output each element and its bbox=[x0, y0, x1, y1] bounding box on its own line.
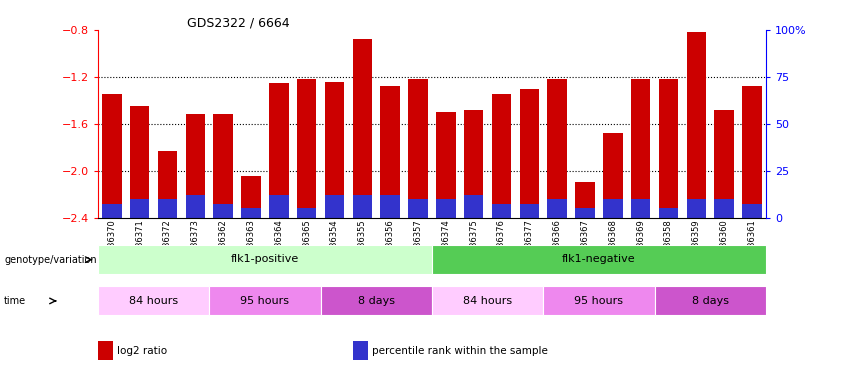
Bar bbox=[102, 204, 122, 218]
Bar bbox=[352, 195, 372, 217]
Bar bbox=[214, 204, 233, 218]
Bar bbox=[575, 208, 595, 218]
Bar bbox=[436, 199, 455, 217]
Bar bbox=[157, 151, 177, 217]
Bar bbox=[380, 86, 400, 218]
Bar bbox=[436, 112, 455, 218]
Bar bbox=[714, 199, 734, 217]
Bar bbox=[209, 286, 321, 315]
Bar bbox=[186, 114, 205, 218]
Bar bbox=[214, 114, 233, 218]
Bar bbox=[547, 199, 567, 217]
Bar bbox=[321, 286, 431, 315]
Bar bbox=[269, 83, 288, 218]
Text: 8 days: 8 days bbox=[357, 296, 395, 306]
Bar bbox=[547, 79, 567, 218]
Bar bbox=[431, 245, 766, 274]
Bar bbox=[659, 208, 678, 218]
Bar bbox=[297, 79, 317, 218]
Text: 84 hours: 84 hours bbox=[463, 296, 512, 306]
Bar bbox=[269, 195, 288, 217]
Bar bbox=[130, 106, 150, 218]
Text: genotype/variation: genotype/variation bbox=[4, 255, 97, 265]
Text: flk1-positive: flk1-positive bbox=[231, 254, 299, 264]
Text: log2 ratio: log2 ratio bbox=[117, 346, 167, 355]
Bar bbox=[492, 94, 511, 218]
Bar bbox=[431, 286, 543, 315]
Bar bbox=[352, 39, 372, 218]
Text: GDS2322 / 6664: GDS2322 / 6664 bbox=[187, 17, 290, 30]
Text: percentile rank within the sample: percentile rank within the sample bbox=[372, 346, 548, 355]
Bar bbox=[325, 82, 344, 218]
Bar bbox=[520, 204, 539, 218]
Bar bbox=[241, 208, 260, 218]
Text: 95 hours: 95 hours bbox=[240, 296, 289, 306]
Text: 8 days: 8 days bbox=[692, 296, 728, 306]
Bar bbox=[659, 79, 678, 218]
Bar bbox=[543, 286, 654, 315]
Bar bbox=[742, 86, 762, 218]
Bar bbox=[714, 110, 734, 218]
Bar bbox=[408, 199, 428, 217]
Bar bbox=[102, 94, 122, 218]
Bar bbox=[492, 204, 511, 218]
Text: 95 hours: 95 hours bbox=[574, 296, 624, 306]
Bar bbox=[742, 204, 762, 218]
Bar bbox=[603, 199, 623, 217]
Bar bbox=[603, 133, 623, 218]
Bar bbox=[380, 195, 400, 217]
Text: 84 hours: 84 hours bbox=[129, 296, 178, 306]
Bar bbox=[186, 195, 205, 217]
Bar bbox=[520, 88, 539, 218]
Bar bbox=[464, 110, 483, 218]
Bar bbox=[464, 195, 483, 217]
Bar bbox=[98, 245, 431, 274]
Bar bbox=[297, 208, 317, 218]
Bar bbox=[687, 32, 706, 218]
Bar bbox=[130, 199, 150, 217]
Bar bbox=[241, 177, 260, 218]
Bar bbox=[408, 79, 428, 218]
Text: time: time bbox=[4, 296, 26, 306]
Bar bbox=[654, 286, 766, 315]
Bar bbox=[98, 286, 209, 315]
Bar bbox=[631, 79, 650, 218]
Bar bbox=[157, 199, 177, 217]
Text: flk1-negative: flk1-negative bbox=[562, 254, 636, 264]
Bar bbox=[631, 199, 650, 217]
Bar bbox=[687, 199, 706, 217]
Bar bbox=[575, 182, 595, 218]
Bar bbox=[325, 195, 344, 217]
